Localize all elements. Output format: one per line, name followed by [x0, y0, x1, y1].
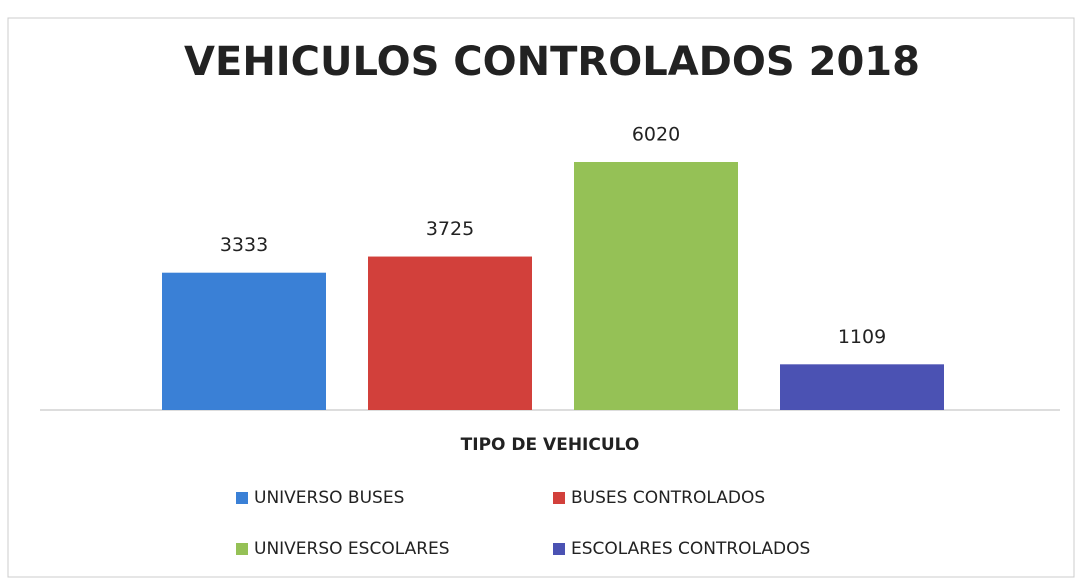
x-axis-label: TIPO DE VEHICULO [461, 435, 640, 455]
data-label: 1109 [838, 326, 886, 348]
bar [574, 162, 738, 410]
bar [780, 364, 944, 410]
legend-swatch [236, 492, 248, 504]
legend-swatch [553, 543, 565, 555]
data-label: 3333 [220, 234, 268, 256]
bar [368, 256, 532, 410]
data-label: 6020 [632, 124, 680, 146]
bar [162, 272, 326, 410]
chart-title: VEHICULOS CONTROLADOS 2018 [184, 39, 920, 85]
legend-label: ESCOLARES CONTROLADOS [571, 539, 810, 559]
legend-swatch [553, 492, 565, 504]
legend-label: BUSES CONTROLADOS [571, 488, 765, 508]
legend-label: UNIVERSO ESCOLARES [254, 539, 450, 559]
legend-swatch [236, 543, 248, 555]
data-label: 3725 [426, 218, 474, 240]
legend-label: UNIVERSO BUSES [254, 488, 404, 508]
